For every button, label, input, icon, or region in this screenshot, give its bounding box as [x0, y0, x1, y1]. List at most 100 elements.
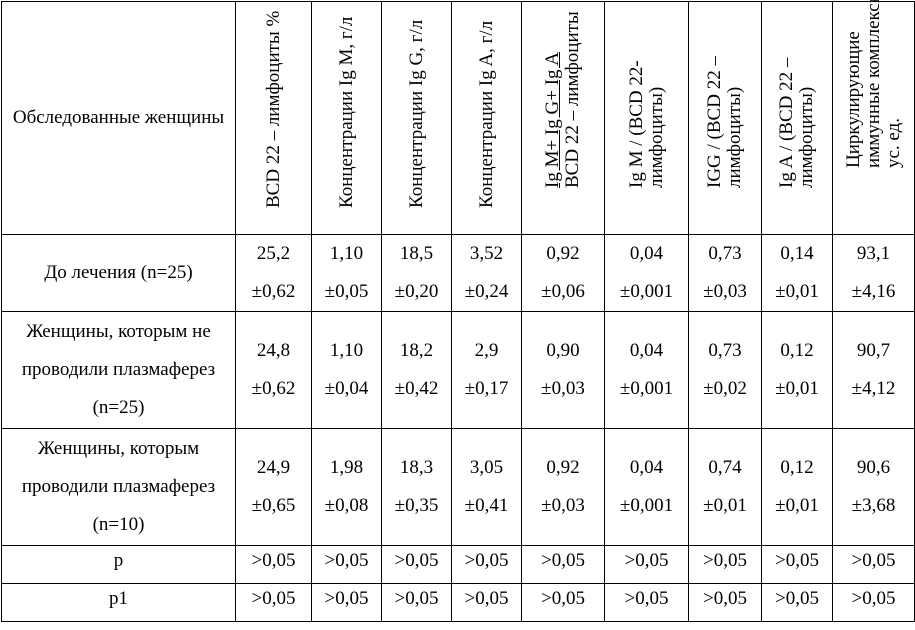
header-text: Концентрации Ig M, г/л — [335, 16, 357, 208]
value-cell: 1,10 ±0,04 — [311, 311, 382, 429]
error-value: ±0,01 — [703, 495, 747, 516]
error-value: ±0,17 — [464, 378, 509, 399]
header-row: Обследованные женщины BCD 22 – лимфоциты… — [1, 0, 915, 235]
error-value: ±0,01 — [775, 378, 819, 399]
header-text: BCD 22 – лимфоциты % — [262, 10, 284, 208]
p-value: >0,05 — [688, 545, 762, 584]
mean-value: 0,73 — [708, 340, 742, 361]
error-value: ±0,62 — [251, 281, 296, 302]
p-value: >0,05 — [521, 545, 605, 584]
p-row: p >0,05 >0,05 >0,05 >0,05 >0,05 >0,05 >0… — [1, 545, 915, 584]
error-value: ±0,03 — [703, 281, 747, 302]
mean-value: 0,12 — [780, 340, 814, 361]
header-text: BCD 22 – лимфоциты — [562, 11, 583, 188]
mean-value: 18,2 — [399, 340, 434, 361]
value-cell: 18,2 ±0,42 — [381, 311, 452, 429]
value-cell: 3,05 ±0,41 — [451, 428, 522, 546]
p-value: >0,05 — [521, 583, 605, 622]
mean-value: 1,98 — [329, 457, 364, 478]
p-value: >0,05 — [604, 583, 689, 622]
p-value: >0,05 — [832, 545, 915, 584]
p-value: >0,05 — [761, 545, 833, 584]
mean-value: 0,74 — [708, 457, 742, 478]
p-value: >0,05 — [604, 545, 689, 584]
mean-value: 0,04 — [629, 243, 664, 264]
mean-value: 25,2 — [256, 243, 291, 264]
value-cell: 0,74 ±0,01 — [688, 428, 762, 546]
value-cell: 0,73 ±0,03 — [688, 234, 762, 312]
value-cell: 90,6 ±3,68 — [832, 428, 915, 546]
p-value: >0,05 — [451, 545, 522, 584]
table-row: Женщины, которым не проводили плазмафере… — [1, 311, 915, 429]
error-value: ±0,02 — [703, 378, 747, 399]
mean-value: 90,7 — [856, 340, 891, 361]
p-value: >0,05 — [451, 583, 522, 622]
header-igm-ratio: Ig M / (BCD 22- лимфоциты) — [604, 1, 689, 235]
mean-value: 2,9 — [474, 340, 499, 361]
header-text: IGG / (BCD 22 – — [704, 56, 725, 188]
header-text: ус. ед. — [882, 117, 904, 168]
header-cic: Циркулирующие иммунные комплексы, ус. ед… — [832, 0, 915, 235]
value-cell: 90,7 ±4,12 — [832, 311, 915, 429]
mean-value: 24,9 — [256, 457, 291, 478]
error-value: ±0,01 — [775, 281, 819, 302]
header-text: лимфоциты) — [645, 86, 667, 188]
header-text: Концентрации Ig A, г/л — [475, 20, 497, 208]
error-value: ±4,16 — [851, 281, 896, 302]
error-value: ±0,20 — [394, 281, 439, 302]
error-value: ±0,62 — [251, 378, 296, 399]
row-label: До лечения (n=25) — [1, 234, 236, 312]
p-value: >0,05 — [688, 583, 762, 622]
error-value: ±4,12 — [851, 378, 896, 399]
p-value: >0,05 — [311, 545, 382, 584]
mean-value: 0,04 — [629, 457, 664, 478]
error-value: ±0,41 — [464, 495, 509, 516]
header-text: Ig M / (BCD 22- — [625, 60, 647, 188]
mean-value: 0,92 — [546, 457, 580, 478]
value-cell: 2,9 ±0,17 — [451, 311, 522, 429]
value-cell: 0,04 ±0,001 — [604, 311, 689, 429]
p-value: >0,05 — [381, 545, 452, 584]
row-label: p — [1, 545, 236, 584]
value-cell: 1,10 ±0,05 — [311, 234, 382, 312]
value-cell: 25,2 ±0,62 — [235, 234, 312, 312]
error-value: ±0,03 — [541, 378, 585, 399]
value-cell: 0,12 ±0,01 — [761, 428, 833, 546]
error-value: ±0,08 — [324, 495, 369, 516]
p-value: >0,05 — [235, 583, 312, 622]
header-text: лимфоциты) — [724, 86, 745, 188]
value-cell: 18,5 ±0,20 — [381, 234, 452, 312]
mean-value: 18,3 — [399, 457, 434, 478]
mean-value: 0,12 — [780, 457, 814, 478]
error-value: ±0,001 — [619, 495, 674, 516]
p1-row: p1 >0,05 >0,05 >0,05 >0,05 >0,05 >0,05 >… — [1, 583, 915, 622]
header-text: Циркулирующие — [842, 31, 864, 168]
p-value: >0,05 — [235, 545, 312, 584]
mean-value: 3,05 — [469, 457, 504, 478]
header-igm-conc: Концентрации Ig M, г/л — [311, 1, 382, 235]
error-value: ±0,001 — [619, 281, 674, 302]
error-value: ±3,68 — [851, 495, 896, 516]
header-igg-conc: Концентрации Ig G, г/л — [381, 1, 452, 235]
error-value: ±0,001 — [619, 378, 674, 399]
error-value: ±0,65 — [251, 495, 296, 516]
value-cell: 3,52 ±0,24 — [451, 234, 522, 312]
value-cell: 18,3 ±0,35 — [381, 428, 452, 546]
mean-value: 18,5 — [399, 243, 434, 264]
value-cell: 0,73 ±0,02 — [688, 311, 762, 429]
error-value: ±0,35 — [394, 495, 439, 516]
error-value: ±0,01 — [775, 495, 819, 516]
mean-value: 0,92 — [546, 243, 580, 264]
error-value: ±0,24 — [464, 281, 509, 302]
header-iga-conc: Концентрации Ig A, г/л — [451, 1, 522, 235]
error-value: ±0,03 — [541, 495, 585, 516]
header-igg-ratio: IGG / (BCD 22 – лимфоциты) — [688, 1, 762, 235]
value-cell: 1,98 ±0,08 — [311, 428, 382, 546]
header-text: Ig A / (BCD 22 – — [776, 57, 797, 188]
mean-value: 1,10 — [329, 340, 364, 361]
value-cell: 93,1 ±4,16 — [832, 234, 915, 312]
mean-value: 93,1 — [856, 243, 891, 264]
p-value: >0,05 — [311, 583, 382, 622]
error-value: ±0,05 — [324, 281, 369, 302]
